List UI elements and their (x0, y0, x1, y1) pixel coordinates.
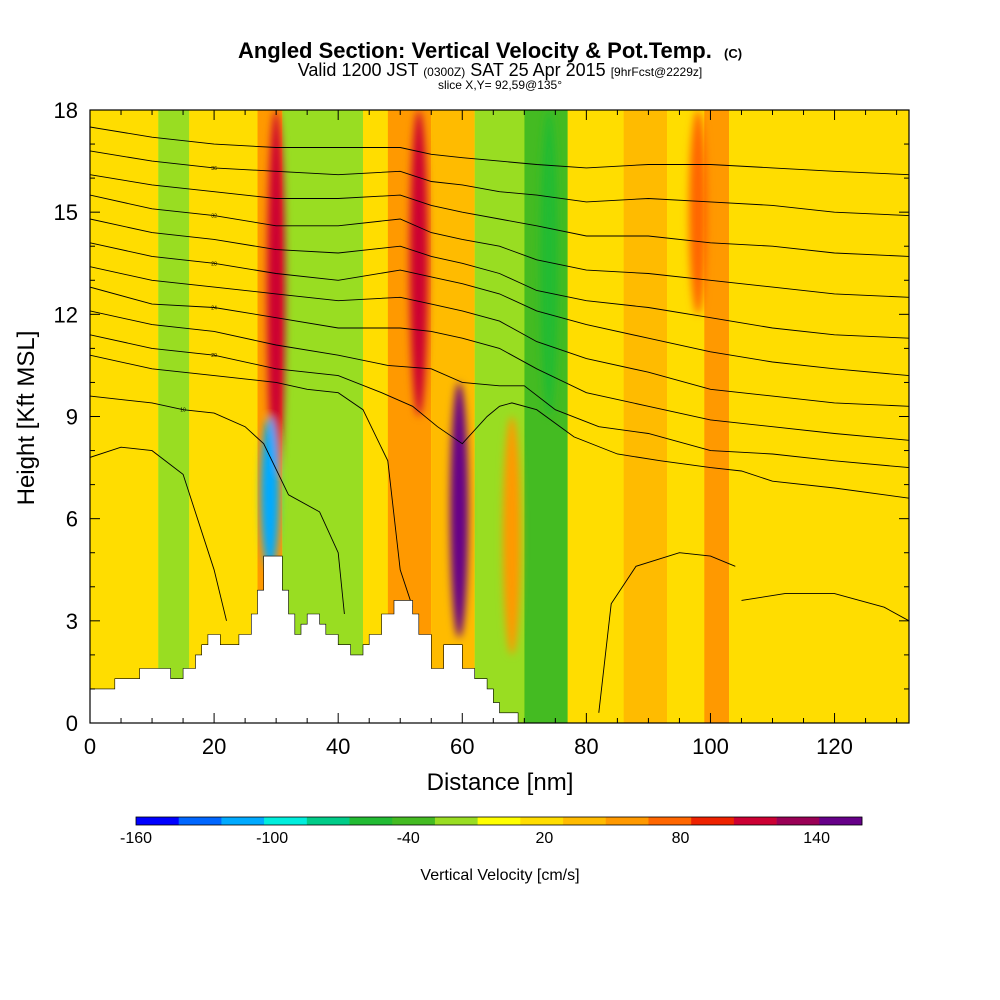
velocity-band (567, 110, 624, 723)
velocity-feature (540, 110, 559, 417)
colorbar-swatch (136, 817, 180, 825)
x-tick-label: 20 (202, 734, 226, 759)
theta-contour (90, 310, 909, 469)
y-tick-label: 3 (66, 609, 78, 634)
y-tick-label: 15 (54, 200, 78, 225)
x-tick-label: 100 (692, 734, 729, 759)
velocity-band (704, 110, 730, 723)
theta-contour (741, 593, 909, 622)
theta-contour (90, 266, 909, 407)
velocity-feature (450, 382, 469, 638)
velocity-feature (260, 416, 279, 570)
y-tick-label: 6 (66, 507, 78, 532)
theta-contour (90, 354, 414, 608)
colorbar-swatch (349, 817, 393, 825)
velocity-feature (409, 110, 428, 417)
subtitle-utc: (0300Z) (423, 65, 465, 79)
x-axis-label: Distance [nm] (427, 769, 574, 796)
theta-contour (90, 395, 345, 615)
colorbar-tick-labels: -160 -100 -40 20 80 140 (120, 830, 830, 847)
colorbar-swatch (605, 817, 649, 825)
colorbar-swatch (691, 817, 735, 825)
title-mark: (C) (724, 46, 742, 61)
subtitle-valid: Valid 1200 JST (298, 60, 419, 80)
x-tick-label: 80 (574, 734, 598, 759)
colorbar-swatch (819, 817, 863, 825)
x-tick-label: 60 (450, 734, 474, 759)
theta-contour (598, 552, 736, 713)
subtitle-fcst: [9hrFcst@2229z] (611, 65, 703, 79)
y-tick-label: 18 (54, 98, 78, 123)
x-tick-labels: 0 20 40 60 80 100 120 (84, 734, 853, 759)
theta-contour (90, 242, 909, 377)
theta-contour (90, 150, 909, 217)
colorbar-swatch (392, 817, 436, 825)
colorbar-tick-label: 140 (803, 830, 830, 847)
subtitle-date: SAT 25 Apr 2015 (470, 60, 605, 80)
colorbar-swatch (221, 817, 265, 825)
velocity-feature (502, 416, 521, 655)
y-tick-label: 12 (54, 302, 78, 327)
contour-label: 10 (180, 408, 186, 414)
colorbar-swatch (520, 817, 564, 825)
colorbar-frame (135, 816, 863, 826)
colorbar-swatch (178, 817, 222, 825)
theta-contour (90, 286, 909, 441)
colorbar-swatch (733, 817, 777, 825)
contour-label: 36 (211, 166, 217, 172)
velocity-band (729, 110, 909, 723)
colorbar-swatch (306, 817, 350, 825)
velocity-features (260, 110, 708, 655)
terrain-mask (90, 555, 909, 723)
contour-label: 20 (211, 353, 217, 359)
chart-subtitle: Valid 1200 JST (0300Z) SAT 25 Apr 2015 [… (298, 60, 703, 80)
colorbar-tick-label: -160 (120, 830, 152, 847)
velocity-bands (90, 110, 909, 723)
colorbar-label: Vertical Velocity [cm/s] (420, 867, 579, 884)
theta-contour (90, 218, 909, 339)
slice-label: slice X,Y= 92,59@135° (438, 78, 562, 92)
contour-label: 24 (211, 306, 217, 312)
contour-label: 28 (211, 261, 217, 267)
colorbar-swatch (477, 817, 521, 825)
plot-area: 10 20 24 28 32 36 (90, 110, 909, 723)
theta-contour (90, 174, 909, 257)
colorbar-swatch (434, 817, 478, 825)
y-tick-label: 0 (66, 711, 78, 736)
velocity-band (623, 110, 668, 723)
y-tick-labels: 0 3 6 9 12 15 18 (54, 98, 78, 736)
colorbar (135, 816, 863, 826)
velocity-band (90, 110, 159, 723)
colorbar-swatch (648, 817, 692, 825)
colorbar-swatch (264, 817, 308, 825)
theta-contours: 10 20 24 28 32 36 (90, 126, 909, 713)
velocity-band (282, 110, 363, 723)
y-axis-label: Height [Kft MSL] (13, 331, 40, 506)
y-tick-label: 9 (66, 405, 78, 430)
theta-contour (90, 126, 909, 176)
theta-contour (90, 194, 909, 298)
axis-ticks (89, 109, 909, 724)
colorbar-tick-label: -40 (397, 830, 420, 847)
title-main: Angled Section: Vertical Velocity & Pot.… (238, 38, 712, 63)
colorbar-swatch (776, 817, 820, 825)
velocity-band (189, 110, 258, 723)
colorbar-tick-label: -100 (256, 830, 288, 847)
velocity-feature (267, 110, 286, 485)
colorbar-tick-label: 80 (672, 830, 690, 847)
colorbar-swatch (563, 817, 607, 825)
theta-contour (90, 334, 909, 499)
velocity-band (431, 110, 475, 723)
x-tick-label: 0 (84, 734, 96, 759)
contour-label: 32 (211, 214, 217, 220)
x-tick-label: 40 (326, 734, 350, 759)
velocity-band (158, 110, 190, 723)
theta-contour (90, 446, 227, 621)
chart-title: Angled Section: Vertical Velocity & Pot.… (238, 38, 742, 63)
x-tick-label: 120 (816, 734, 853, 759)
velocity-feature (689, 110, 708, 315)
colorbar-tick-label: 20 (535, 830, 553, 847)
